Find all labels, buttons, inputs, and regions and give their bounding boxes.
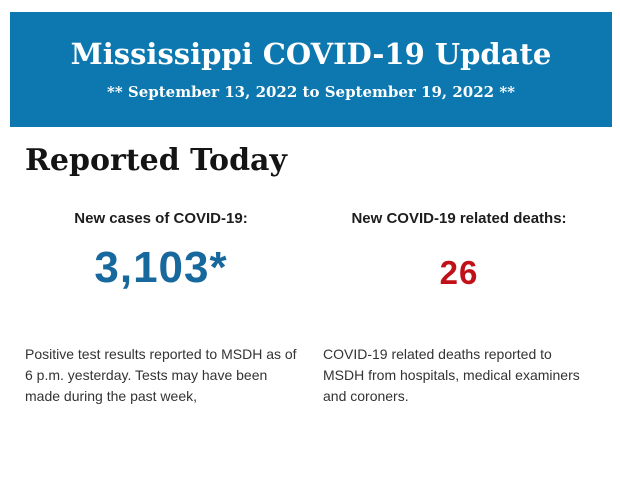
new-cases-value-box: 3,103* — [25, 241, 297, 289]
header-banner: Mississippi COVID-19 Update ** September… — [10, 12, 612, 127]
stat-column-cases: New cases of COVID-19: 3,103* — [25, 209, 297, 289]
stats-row: New cases of COVID-19: 3,103* New COVID-… — [0, 209, 620, 289]
cases-description: Positive test results reported to MSDH a… — [25, 345, 297, 404]
cases-description-column: Positive test results reported to MSDH a… — [25, 344, 297, 407]
page-title: Reported Today — [25, 143, 287, 178]
deaths-description: COVID-19 related deaths reported to MSDH… — [323, 345, 580, 404]
deaths-description-column: COVID-19 related deaths reported to MSDH… — [323, 344, 595, 407]
new-cases-value: 3,103* — [94, 242, 228, 292]
banner-title: Mississippi COVID-19 Update — [70, 36, 552, 71]
new-cases-label: New cases of COVID-19: — [74, 210, 248, 227]
new-deaths-value: 26 — [439, 254, 479, 292]
new-deaths-value-box: 26 — [323, 241, 595, 289]
stat-column-deaths: New COVID-19 related deaths: 26 — [323, 209, 595, 289]
banner-date-range: ** September 13, 2022 to September 19, 2… — [106, 82, 516, 101]
new-deaths-label: New COVID-19 related deaths: — [351, 210, 567, 227]
descriptions-row: Positive test results reported to MSDH a… — [0, 344, 620, 407]
